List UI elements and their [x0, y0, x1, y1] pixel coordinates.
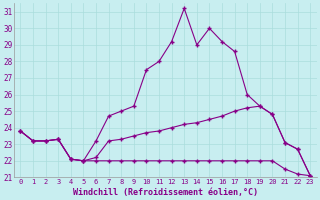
- X-axis label: Windchill (Refroidissement éolien,°C): Windchill (Refroidissement éolien,°C): [73, 188, 258, 197]
